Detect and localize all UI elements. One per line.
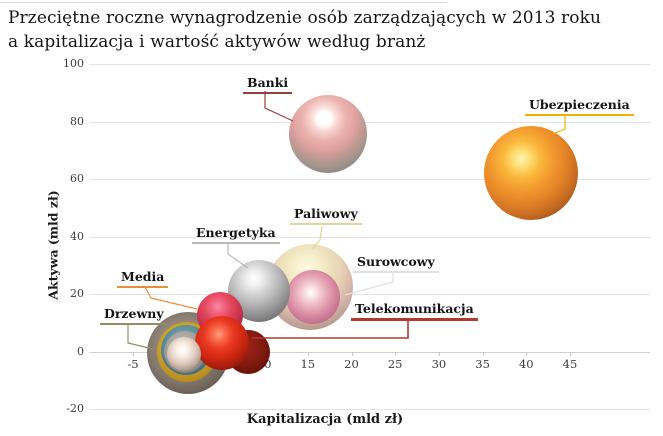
- gridline-y--20: [90, 409, 650, 410]
- chart-title-line1: Przeciętne roczne wynagrodzenie osób zar…: [8, 8, 602, 28]
- x-tick-mark-25: [395, 352, 396, 356]
- x-tick-label--5: -5: [127, 357, 139, 371]
- gridline-y-0: [90, 352, 650, 353]
- y-tick-label-20: 20: [70, 287, 84, 300]
- y-tick-label-60: 60: [70, 172, 84, 185]
- y-tick-label-40: 40: [70, 229, 84, 243]
- y-tick-label-80: 80: [70, 114, 84, 128]
- x-tick-mark-35: [483, 352, 484, 356]
- y-tick-label--20: -20: [66, 402, 84, 415]
- x-tick-label-30: 30: [431, 357, 447, 371]
- x-tick-label-35: 35: [475, 357, 490, 371]
- bubble-banki: [288, 95, 367, 174]
- x-axis-title: Kapitalizacja (mld zł): [246, 412, 404, 427]
- bubble-ubezpieczenia: [483, 126, 578, 221]
- x-tick-mark-40: [526, 352, 527, 356]
- gridline-y-40: [90, 237, 650, 238]
- y-tick-label-0: 0: [77, 344, 84, 358]
- bubble-label-paliwowy: Paliwowy: [290, 206, 362, 225]
- decorative-pearl: [167, 337, 201, 371]
- x-tick-mark-30: [439, 352, 440, 356]
- chart-title: Przeciętne roczne wynagrodzenie osób zar…: [8, 6, 648, 54]
- bubble-label-media: Media: [117, 269, 169, 288]
- chart-title-line2: a kapitalizacja i wartość aktywów według…: [8, 32, 426, 52]
- x-tick-mark-20: [352, 352, 353, 356]
- x-tick-mark-45: [570, 352, 571, 356]
- x-tick-label-45: 45: [562, 357, 578, 371]
- gridline-y-100: [90, 64, 650, 65]
- bubble-label-energetyka: Energetyka: [192, 225, 280, 244]
- bubble-label-banki: Banki: [243, 75, 293, 94]
- bubble-label-telekomunikacja: Telekomunikacja: [351, 301, 478, 321]
- x-tick-mark--5: [133, 352, 134, 356]
- x-tick-label-40: 40: [518, 357, 534, 371]
- x-tick-label-25: 25: [387, 357, 403, 371]
- bubble-label-surowcowy: Surowcowy: [353, 254, 439, 273]
- x-tick-mark-15: [308, 352, 309, 356]
- bubble-label-ubezpieczenia: Ubezpieczenia: [525, 97, 634, 116]
- top-divider: [0, 2, 447, 3]
- gridline-y-80: [90, 122, 650, 123]
- x-tick-label-15: 15: [300, 357, 316, 371]
- bubble-telekomunikacja: [195, 315, 250, 370]
- bubble-label-drzewny: Drzewny: [100, 306, 168, 325]
- gridline-y-60: [90, 179, 650, 180]
- bubble-surowcowy: [286, 269, 341, 324]
- leader-ubezpieczenia: [552, 116, 566, 135]
- y-tick-label-100: 100: [63, 57, 84, 70]
- leader-banki: [264, 91, 294, 122]
- gridline-y-20: [90, 294, 650, 295]
- x-tick-label-20: 20: [344, 357, 359, 371]
- y-axis-title: Aktywa (mld zł): [45, 190, 61, 300]
